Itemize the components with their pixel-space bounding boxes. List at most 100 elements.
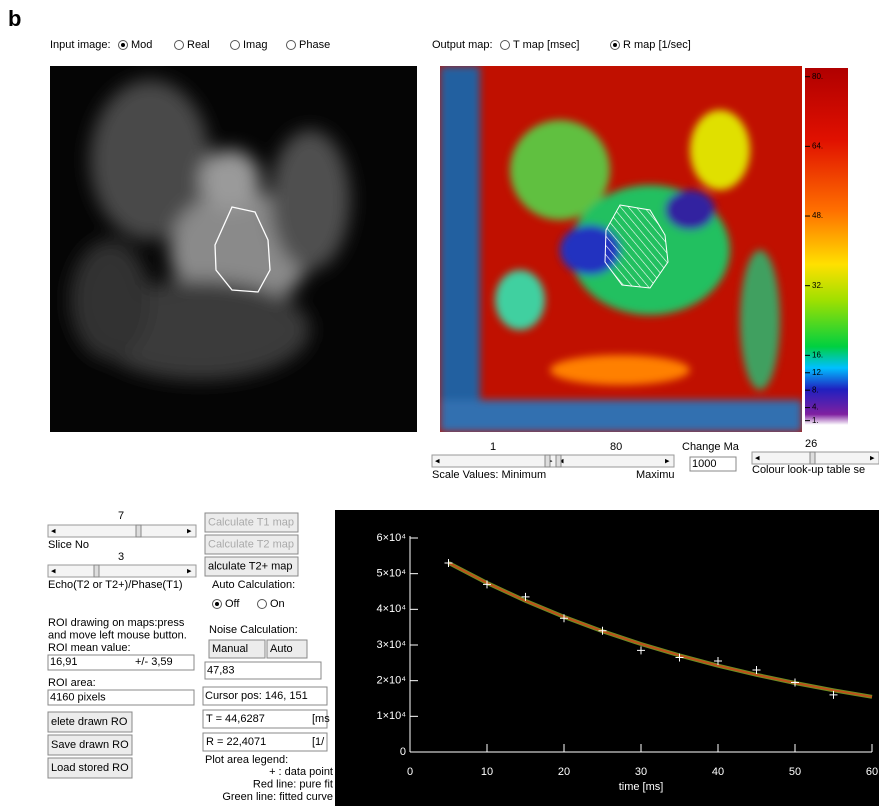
label: Input image: — [50, 39, 111, 51]
colorbar-tick-label: 48. — [812, 211, 823, 220]
button-label: Auto — [270, 643, 293, 655]
label: Echo(T2 or T2+)/Phase(T1) — [48, 579, 183, 591]
radio-label: T map [msec] — [513, 39, 579, 51]
y-tick-label: 0 — [400, 746, 406, 758]
radio-button[interactable] — [231, 41, 240, 50]
radio-label: Off — [225, 598, 240, 610]
button-label: Load stored RO — [51, 762, 129, 774]
slider-thumb[interactable] — [94, 565, 99, 577]
x-tick-label: 30 — [635, 766, 647, 778]
label: ROI area: — [48, 677, 96, 689]
y-tick-label: 5×10⁴ — [376, 568, 406, 580]
label: Colour look-up table se — [752, 464, 865, 476]
radio-label: R map [1/sec] — [623, 39, 691, 51]
label: 3 — [118, 551, 124, 563]
radio-label: Real — [187, 39, 210, 51]
radio-label: On — [270, 598, 285, 610]
label: Output map: — [432, 39, 493, 51]
label: 7 — [118, 510, 124, 522]
button-label: Manual — [212, 643, 248, 655]
slider[interactable] — [48, 525, 196, 537]
slider-arrow: ◂ — [435, 455, 440, 465]
button-label: Calculate T2 map — [208, 538, 294, 550]
slider-thumb[interactable] — [545, 455, 550, 467]
button-label: Save drawn RO — [51, 739, 129, 751]
x-tick-label: 10 — [481, 766, 493, 778]
button-label: alculate T2+ map — [208, 560, 293, 572]
radio-dot — [121, 43, 125, 47]
slider-arrow: ◂ — [755, 452, 760, 462]
button-label: elete drawn RO — [51, 716, 128, 728]
radio-label: Mod — [131, 39, 152, 51]
label: [1/ — [312, 736, 325, 748]
radio-dot — [613, 43, 617, 47]
y-tick-label: 6×10⁴ — [376, 532, 406, 544]
label: 16,91 — [50, 656, 78, 668]
y-tick-label: 1×10⁴ — [376, 710, 406, 722]
input-image — [50, 66, 417, 432]
label: Maximu — [636, 469, 675, 481]
label: ROI drawing on maps:press — [48, 617, 185, 629]
x-tick-label: 60 — [866, 766, 878, 778]
label: Scale Values: Minimum — [432, 469, 546, 481]
radio-button[interactable] — [287, 41, 296, 50]
slider-thumb[interactable] — [810, 452, 815, 464]
slider[interactable] — [48, 565, 196, 577]
colorbar-tick-label: 12. — [812, 368, 823, 377]
plot-background — [335, 510, 879, 806]
slider-arrow: ▸ — [187, 565, 192, 575]
slider-thumb[interactable] — [556, 455, 561, 467]
field-value: 47,83 — [207, 664, 235, 676]
slider-arrow: ▸ — [665, 455, 670, 465]
y-tick-label: 4×10⁴ — [376, 603, 406, 615]
colorbar-tick-label: 16. — [812, 350, 823, 359]
slider-arrow: ◂ — [51, 565, 56, 575]
slider-arrow: ▸ — [187, 525, 192, 535]
colorbar-tick-label: 4. — [812, 403, 819, 412]
label: Slice No — [48, 539, 89, 551]
output-map — [440, 66, 802, 432]
label: ROI mean value: — [48, 642, 131, 654]
label: 80 — [610, 441, 622, 453]
slider[interactable] — [556, 455, 674, 467]
label: +/- 3,59 — [135, 656, 173, 668]
label: 1 — [490, 441, 496, 453]
y-tick-label: 3×10⁴ — [376, 639, 406, 651]
colorbar-tick-label: 1. — [812, 416, 819, 425]
label: and move left mouse button. — [48, 629, 187, 641]
slider[interactable] — [432, 455, 557, 467]
screen: bInput image:ModRealImagPhaseOutput map:… — [0, 0, 879, 806]
x-tick-label: 20 — [558, 766, 570, 778]
colorbar-tick-label: 32. — [812, 281, 823, 290]
field-value: Cursor pos: 146, 151 — [205, 690, 308, 702]
label: Noise Calculation: — [209, 624, 298, 636]
field-value: 4160 pixels — [50, 691, 106, 703]
x-axis-label: time [ms] — [619, 781, 664, 793]
label: Plot area legend: — [205, 754, 288, 766]
radio-label: Phase — [299, 39, 330, 51]
label: Green line: fitted curve — [222, 791, 333, 803]
x-tick-label: 50 — [789, 766, 801, 778]
slider-thumb[interactable] — [136, 525, 141, 537]
radio-button[interactable] — [258, 600, 267, 609]
radio-button[interactable] — [501, 41, 510, 50]
field-value: 1000 — [692, 458, 716, 470]
colorbar-tick-label: 80. — [812, 72, 823, 81]
label: R = 22,4071 — [206, 736, 266, 748]
x-tick-label: 40 — [712, 766, 724, 778]
label: 26 — [805, 438, 817, 450]
figure-label: b — [8, 6, 21, 31]
y-tick-label: 2×10⁴ — [376, 675, 406, 687]
slider-arrow: ▸ — [870, 452, 875, 462]
label: T = 44,6287 — [206, 713, 265, 725]
x-tick-label: 0 — [407, 766, 413, 778]
label: Change Ma — [682, 441, 740, 453]
label: [ms — [312, 713, 330, 725]
radio-dot — [215, 602, 219, 606]
slider-arrow: ◂ — [51, 525, 56, 535]
label: Auto Calculation: — [212, 579, 295, 591]
colorbar-tick-label: 64. — [812, 141, 823, 150]
colorbar-tick-label: 8. — [812, 385, 819, 394]
button-label: Calculate T1 map — [208, 516, 294, 528]
radio-button[interactable] — [175, 41, 184, 50]
